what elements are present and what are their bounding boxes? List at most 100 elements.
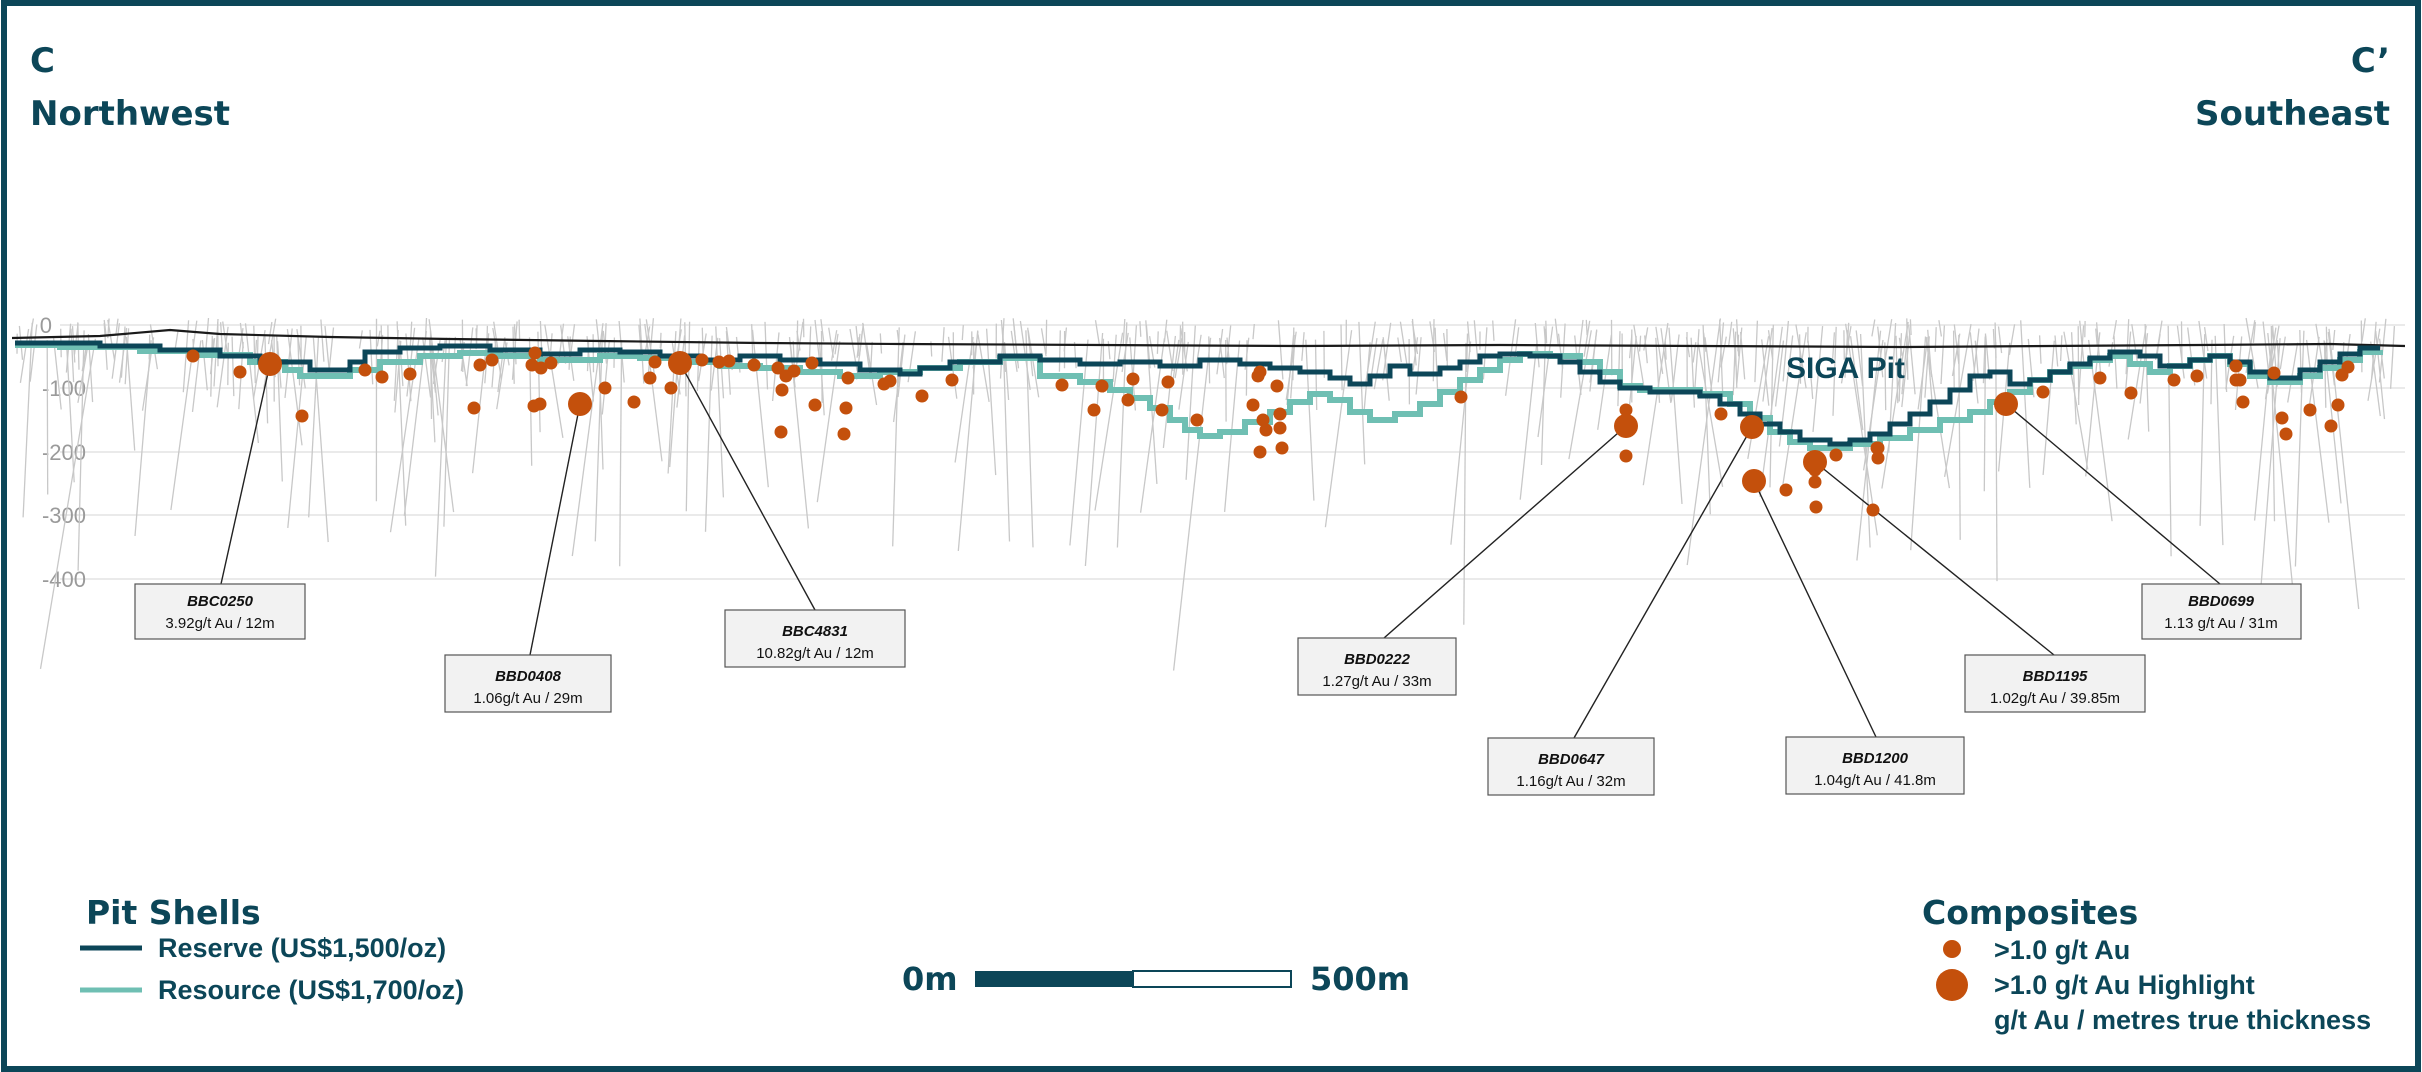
drillhole-trace (1473, 320, 1479, 362)
drillhole-trace (493, 321, 499, 348)
composite-marker (473, 358, 487, 372)
composite-marker (837, 427, 851, 441)
composite-marker (1870, 441, 1884, 455)
drillhole-trace (796, 330, 801, 351)
drillhole-trace (1767, 330, 1774, 360)
callout-grade: 1.13 g/t Au / 31m (2164, 615, 2277, 632)
pit-name-label: SIGA Pit (1786, 352, 1905, 385)
drillhole-trace (1877, 326, 1884, 378)
depth-tick-200: -200 (42, 440, 86, 465)
drillhole-trace (107, 319, 116, 361)
drillhole-trace (52, 338, 62, 410)
drillhole-trace (1058, 330, 1061, 372)
drillhole-trace (1958, 334, 1961, 540)
drillhole-trace (1545, 320, 1548, 344)
drillhole-trace (1917, 341, 1928, 410)
drillhole-trace (2070, 332, 2077, 425)
drillhole-trace (550, 333, 553, 351)
composite-marker (1714, 407, 1728, 421)
drillhole-trace (594, 330, 604, 542)
leader-bbd0647 (1573, 426, 1753, 739)
highlight-composite-markers (258, 351, 2018, 493)
highlight-bbd1200 (1742, 469, 1766, 493)
drillhole-trace (1069, 339, 1089, 546)
reserve-legend-label: Reserve (US$1,500/oz) (158, 933, 446, 963)
highlight-bbc0250 (258, 352, 282, 376)
drillhole-trace (1934, 327, 1937, 352)
highlight-bbd0699 (1994, 392, 2018, 416)
drillhole-trace (1849, 336, 1864, 431)
composite-marker (467, 401, 481, 415)
drillhole-trace (1121, 332, 1129, 373)
drillhole-trace (1252, 323, 1255, 340)
drillhole-trace (1644, 335, 1648, 364)
composite-marker (1253, 365, 1267, 379)
drillhole-trace (65, 341, 75, 483)
drillhole-trace (1702, 332, 1707, 352)
composite-marker (2167, 373, 2181, 387)
composite-marker (2331, 398, 2345, 412)
drillhole-trace (2276, 340, 2280, 374)
drillhole-trace (1094, 320, 1101, 346)
drillhole-trace (1195, 334, 1202, 366)
drillhole-trace (685, 321, 691, 512)
composite-marker (808, 398, 822, 412)
composite-marker (775, 383, 789, 397)
depth-tick-0: 0 (40, 313, 52, 338)
composite-small-swatch (1943, 940, 1961, 958)
drillhole-trace (320, 319, 325, 362)
drillhole-trace (586, 336, 595, 402)
pit-shell-legend-title: Pit Shells (86, 893, 261, 932)
composite-marker (2124, 386, 2138, 400)
drillhole-trace (210, 335, 213, 397)
drillhole-trace (1178, 341, 1189, 410)
drillhole-trace (2328, 328, 2360, 610)
composite-marker (1871, 451, 1885, 465)
drillhole-trace (443, 337, 451, 527)
callout-leader-lines (220, 362, 2221, 739)
drillhole-trace (957, 330, 979, 551)
drillhole-trace (369, 329, 374, 385)
drillhole-trace (820, 319, 825, 342)
composite-marker (945, 373, 959, 387)
composite-marker (839, 401, 853, 415)
drillhole-trace (103, 319, 107, 337)
leader-bbc0250 (220, 363, 271, 585)
drillhole-trace (1442, 332, 1448, 361)
drillhole-trace (405, 333, 412, 402)
composite-marker (1779, 483, 1793, 497)
composite-marker (2233, 373, 2247, 387)
drillhole-trace (2038, 335, 2042, 364)
composite-marker (1270, 379, 1284, 393)
composite-marker (1273, 407, 1287, 421)
composite-marker (664, 381, 678, 395)
drillhole-trace (659, 332, 662, 349)
scale-bar-filled-segment (975, 971, 1133, 987)
drillhole-trace (539, 320, 543, 353)
drillhole-trace (358, 330, 363, 349)
drillhole-trace (428, 319, 455, 513)
drillhole-trace (1358, 321, 1366, 465)
composite-marker (598, 381, 612, 395)
drillhole-trace (1122, 318, 1126, 346)
composite-marker (771, 361, 785, 375)
drillhole-trace (1025, 330, 1034, 548)
drillhole-trace (818, 342, 825, 416)
drillhole-trace (497, 337, 506, 393)
composites-legend-title: Composites (1922, 893, 2138, 932)
callout-grade: 1.27g/t Au / 33m (1322, 673, 1431, 690)
drillhole-trace (2294, 330, 2305, 567)
drillhole-trace (1450, 341, 1472, 545)
drillhole-trace (1719, 319, 1724, 392)
callout-hole-id: BBD0222 (1344, 651, 1411, 668)
drillhole-trace (1697, 342, 1724, 488)
drillhole-trace (2210, 339, 2213, 405)
highlight-bbd0408 (568, 392, 592, 416)
composite-marker (1055, 378, 1069, 392)
section-start-direction: Northwest (30, 94, 230, 134)
composite-marker (2236, 395, 2250, 409)
depth-tick-400: -400 (42, 567, 86, 592)
highlight-bbd0647 (1740, 415, 1764, 439)
drillhole-trace (544, 324, 564, 439)
drillhole-trace (2054, 335, 2059, 367)
